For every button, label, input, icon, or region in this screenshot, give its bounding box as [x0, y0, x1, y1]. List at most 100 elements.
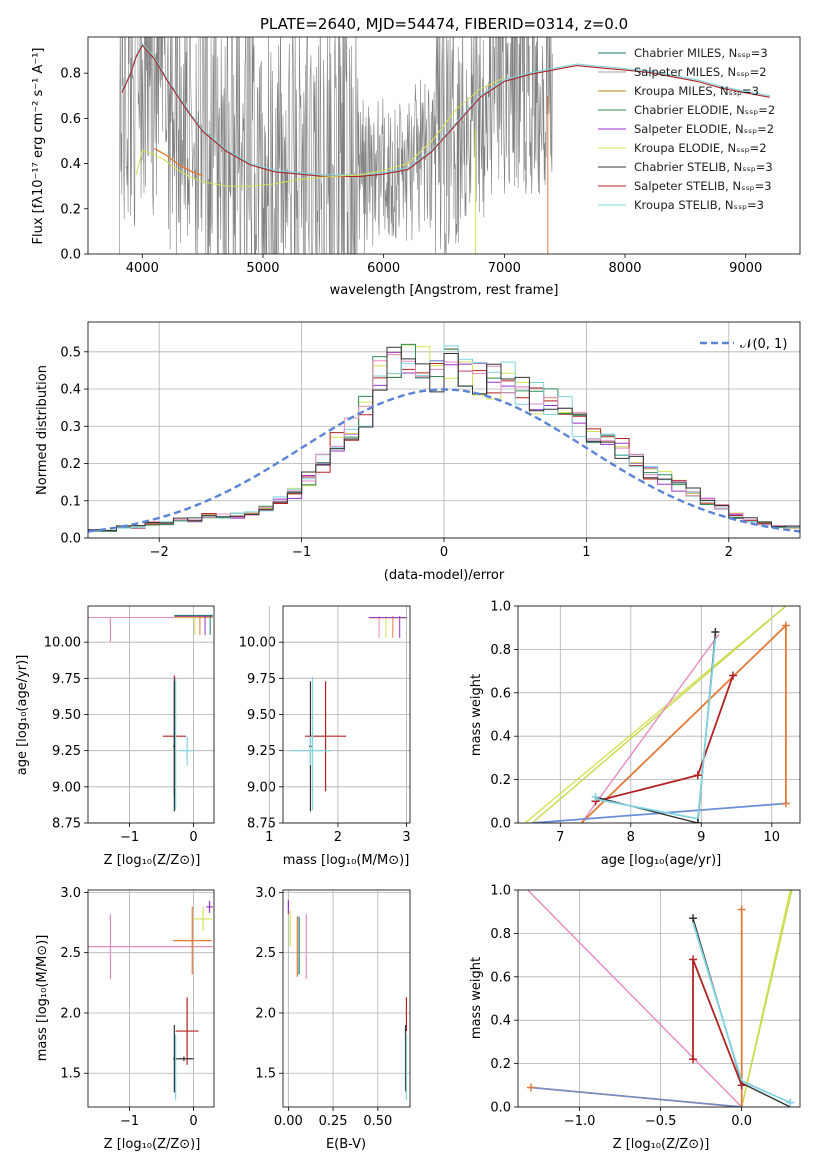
- residuals-ytick-label: 0.4: [60, 383, 81, 398]
- spectrum-xlabel: wavelength [Angstrom, rest frame]: [330, 283, 559, 298]
- weight-age-marker: [729, 671, 738, 680]
- residuals-frame: [87, 321, 801, 539]
- weight-age-marker: [693, 819, 702, 823]
- spectrum-xtick-label: 9000: [729, 261, 762, 276]
- spectrum-ytick-label: 0.6: [60, 112, 81, 127]
- age-mass-xtick-label: 2: [334, 830, 342, 845]
- age-z-ytick-label: 10.00: [44, 636, 81, 651]
- spectrum-legend-entry: Chabrier MILES, Nₛₛₚ=3: [634, 46, 768, 60]
- weight-z-ytick-label: 0.2: [490, 1057, 511, 1072]
- residuals-ylabel: Normed distribution: [35, 365, 50, 495]
- weight-z-ylabel: mass weight: [469, 957, 484, 1039]
- weight-z-line: [527, 890, 743, 1107]
- weight-age-ytick-label: 0.4: [490, 730, 511, 745]
- weight-age-line: [531, 606, 787, 823]
- weight-z-xlabel: Z [log₁₀(Z/Z⊙)]: [613, 1137, 710, 1152]
- mass-z-ytick-label: 2.0: [60, 1006, 81, 1021]
- spectrum-model-kroupa-miles: [154, 147, 203, 177]
- weight-age-xtick-label: 8: [627, 830, 635, 845]
- age-mass-frame: [282, 605, 411, 824]
- age-z-ylabel: age [log₁₀(age/yr)]: [15, 655, 30, 776]
- mass-z-ytick-label: 3.0: [60, 886, 81, 901]
- spectrum-xtick-label: 7000: [488, 261, 521, 276]
- spectrum-ytick-label: 0.4: [60, 157, 81, 172]
- residuals-hist-series: [88, 346, 800, 531]
- spectrum-legend-entry: Kroupa MILES, Nₛₛₚ=3: [634, 84, 759, 98]
- weight-z-marker: [737, 1081, 746, 1090]
- residuals-xtick-label: −1: [292, 545, 311, 560]
- residuals-ytick-label: 0.3: [60, 420, 81, 435]
- spectrum-frame: [87, 36, 801, 255]
- weight-age-frame: [517, 605, 801, 824]
- spectrum-ytick-label: 0.8: [60, 67, 81, 82]
- weight-z-plot-area: [526, 890, 795, 1107]
- spectrum-legend-entry: Salpeter MILES, Nₛₛₚ=2: [634, 65, 767, 79]
- weight-z-ytick-label: 0.8: [490, 927, 511, 942]
- weight-z-xtick-label: −1.0: [564, 1114, 596, 1129]
- mass-z-plot-area: [88, 900, 213, 1100]
- residuals-legend-entry: 𝒩(0, 1): [740, 337, 787, 352]
- weight-age-plot-area: [524, 606, 790, 823]
- weight-age-line: [595, 675, 734, 803]
- mass-ebv-frame: [282, 889, 411, 1108]
- weight-age-xtick-label: 10: [764, 830, 781, 845]
- weight-age-ytick-label: 0.6: [490, 686, 511, 701]
- weight-age-marker: [693, 771, 702, 780]
- spectrum-ytick-label: 0.0: [60, 248, 81, 263]
- spectrum-model-kroupa-stelib: [121, 42, 770, 176]
- weight-age-marker: [591, 792, 600, 801]
- mass-ebv-ytick-label: 1.5: [255, 1067, 276, 1082]
- weight-z-marker: [689, 1055, 698, 1064]
- mass-z-xtick-label: −1: [120, 1114, 139, 1129]
- mass-ebv-ytick-label: 2.0: [255, 1006, 276, 1021]
- spectrum-model-kroupa-elodie: [135, 77, 505, 187]
- age-mass-xtick-label: 1: [265, 830, 273, 845]
- spectrum-legend-entry: Chabrier ELODIE, Nₛₛₚ=2: [634, 103, 775, 117]
- weight-z-marker: [737, 905, 746, 914]
- residuals-plot-area: [88, 343, 800, 533]
- weight-age-line: [580, 633, 720, 823]
- mass-z-xtick-label: 0: [189, 1114, 197, 1129]
- weight-z-marker: [689, 914, 698, 923]
- weight-age-ylabel: mass weight: [469, 674, 484, 756]
- weight-z-line: [741, 890, 793, 1107]
- mass-z-ytick-label: 1.5: [60, 1067, 81, 1082]
- spectrum-ylabel: Flux [fλ10⁻¹⁷ erg cm⁻² s⁻¹ A⁻¹]: [31, 48, 46, 245]
- spectrum-plot-area: [119, 37, 770, 254]
- residuals-xtick-label: 1: [582, 545, 590, 560]
- weight-age-ytick-label: 0.0: [490, 817, 511, 832]
- residuals-xtick-label: −2: [150, 545, 169, 560]
- age-mass-ytick-label: 9.25: [247, 744, 276, 759]
- weight-age-line: [595, 638, 717, 820]
- weight-z-xtick-label: 0.0: [731, 1114, 752, 1129]
- age-mass-ytick-label: 10.00: [239, 636, 276, 651]
- spectrum-title: PLATE=2640, MJD=54474, FIBERID=0314, z=0…: [260, 15, 628, 33]
- mass-ebv-xlabel: E(B-V): [326, 1137, 366, 1152]
- spectrum-xtick-label: 8000: [608, 261, 641, 276]
- weight-z-marker: [786, 1098, 795, 1107]
- age-z-xtick-label: −1: [120, 830, 139, 845]
- spectrum-xtick-label: 4000: [126, 261, 159, 276]
- mass-ebv-xtick-label: 0.50: [363, 1114, 392, 1129]
- mass-ebv-xtick-label: 0.25: [319, 1114, 348, 1129]
- mass-ebv-plot-area: [287, 899, 408, 1100]
- spectrum-xtick-label: 5000: [246, 261, 279, 276]
- age-mass-xtick-label: 3: [402, 830, 410, 845]
- spectrum-xtick-label: 6000: [367, 261, 400, 276]
- weight-age-line: [524, 606, 787, 823]
- weight-age-line: [595, 631, 717, 823]
- spectrum-data-line: [119, 37, 553, 254]
- age-mass-ytick-label: 9.50: [247, 708, 276, 723]
- residuals-ytick-label: 0.5: [60, 345, 81, 360]
- age-z-plot-area: [88, 614, 213, 812]
- spectrum-legend-entry: Salpeter STELIB, Nₛₛₚ=3: [634, 179, 772, 193]
- age-z-xlabel: Z [log₁₀(Z/Z⊙)]: [104, 853, 201, 868]
- weight-z-line: [530, 1086, 742, 1107]
- age-mass-xlabel: mass [log₁₀(M/M⊙)]: [283, 853, 410, 868]
- weight-z-line: [692, 959, 743, 1086]
- weight-age-marker: [781, 799, 790, 808]
- mass-z-frame: [87, 889, 215, 1108]
- spectrum-ytick-label: 0.2: [60, 202, 81, 217]
- weight-z-ytick-label: 0.0: [490, 1101, 511, 1116]
